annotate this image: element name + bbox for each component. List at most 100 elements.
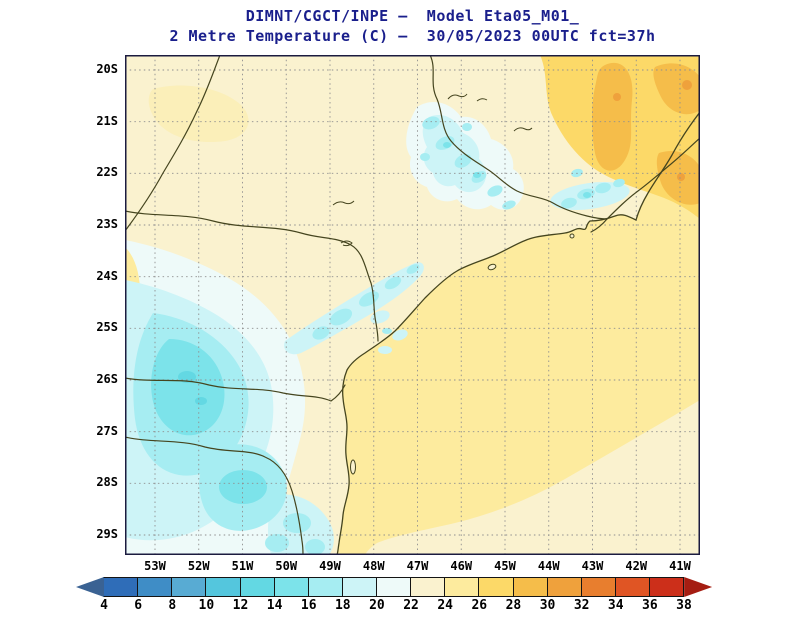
border-mg-sp <box>429 55 608 220</box>
colorbar-segment <box>307 577 343 597</box>
cool-core-14-16 <box>151 339 225 436</box>
sc-cool-core-14-16 <box>219 470 267 504</box>
colorbar-tick-14: 14 <box>266 598 283 613</box>
map-frame <box>125 55 700 555</box>
lon-tick-50W: 50W <box>275 559 298 573</box>
lon-tick-41W: 41W <box>669 559 691 573</box>
colorbar-left-arrow <box>76 577 104 597</box>
ocean-region-24-26 <box>337 112 700 555</box>
colorbar-segment <box>649 577 685 597</box>
temp-speck <box>502 200 516 210</box>
lat-tick-29S: 29S <box>96 526 118 541</box>
colorbar-tick-24: 24 <box>437 598 453 613</box>
colorbar-segment <box>273 577 309 597</box>
lon-tick-42W: 42W <box>625 559 648 573</box>
temp-speck <box>595 182 611 194</box>
colorbar-tick-22: 22 <box>403 598 419 613</box>
lat-tick-20S: 20S <box>96 62 118 76</box>
colorbar-segment <box>376 577 412 597</box>
colorbar-segment <box>512 577 548 597</box>
temp-speck <box>422 116 440 130</box>
lon-tick-44W: 44W <box>537 559 560 573</box>
colorbar-tick-10: 10 <box>198 598 215 613</box>
lon-tick-48W: 48W <box>362 559 385 573</box>
lon-tick-47W: 47W <box>406 559 429 573</box>
water-squiggle <box>513 127 533 132</box>
colorbar-segment <box>546 577 582 597</box>
lat-tick-25S: 25S <box>96 320 118 335</box>
colorbar-segment <box>239 577 275 597</box>
island-ilhabela <box>487 263 497 271</box>
temp-speck <box>378 346 392 354</box>
colorbar-tick-30: 30 <box>539 598 556 613</box>
lon-tick-53W: 53W <box>144 559 166 573</box>
lat-tick-24S: 24S <box>96 268 118 283</box>
temp-blob <box>283 513 311 533</box>
border-sp-pr <box>125 210 379 342</box>
chart-title-line2: 2 Metre Temperature (C) – 30/05/2023 00U… <box>169 27 656 45</box>
water-squiggle <box>476 98 488 102</box>
colorbar-segment <box>171 577 207 597</box>
lat-tick-21S: 21S <box>96 113 118 128</box>
warm-core-30-32 <box>613 93 621 101</box>
lat-tick-27S: 27S <box>96 423 118 438</box>
colorbar-segment <box>341 577 377 597</box>
colorbar-tick-12: 12 <box>232 598 249 613</box>
temp-blob <box>305 539 325 555</box>
water-squiggle <box>332 200 355 206</box>
colorbar-tick-8: 8 <box>168 598 177 613</box>
cool-core-12-14 <box>195 397 207 405</box>
colorbar-tick-6: 6 <box>134 598 143 613</box>
lat-tick-23S: 23S <box>96 216 118 231</box>
temp-speck <box>583 192 591 198</box>
lon-tick-45W: 45W <box>494 559 516 573</box>
island-florianopolis <box>350 459 356 475</box>
border-mg-rj <box>606 137 700 220</box>
mantiqueira-mid-cloud <box>422 114 487 193</box>
temp-speck <box>406 264 420 274</box>
temp-speck <box>443 142 451 148</box>
colorbar-tick-32: 32 <box>573 598 590 613</box>
colorbar-tick-18: 18 <box>334 598 351 613</box>
temperature-map <box>125 55 700 555</box>
lon-tick-43W: 43W <box>581 559 604 573</box>
lat-tick-26S: 26S <box>96 371 118 386</box>
colorbar-segment <box>614 577 650 597</box>
border-pr-sc <box>125 377 346 402</box>
coastline <box>336 111 700 555</box>
colorbar <box>76 577 713 597</box>
lon-tick-52W: 52W <box>187 559 210 573</box>
lat-tick-22S: 22S <box>96 165 118 180</box>
colorbar-tick-36: 36 <box>642 598 658 613</box>
warm-core-30-32 <box>682 80 692 90</box>
colorbar-segment <box>580 577 616 597</box>
lon-tick-46W: 46W <box>450 559 473 573</box>
temp-speck <box>382 328 392 334</box>
colorbar-segment <box>444 577 480 597</box>
temp-speck <box>392 329 408 341</box>
temp-speck <box>561 197 577 209</box>
colorbar-tick-20: 20 <box>369 598 385 613</box>
lat-tick-28S: 28S <box>96 475 118 490</box>
colorbar-segment <box>103 577 139 597</box>
colorbar-segment <box>137 577 173 597</box>
temp-speck <box>613 178 625 188</box>
ocean-se-22-24 <box>365 400 700 555</box>
colorbar-tick-26: 26 <box>471 598 488 613</box>
lon-tick-51W: 51W <box>231 559 254 573</box>
temp-blob <box>265 534 289 552</box>
state-borders <box>125 55 700 555</box>
grid-lines <box>125 55 700 555</box>
temp-blob <box>148 85 249 143</box>
temp-speck <box>384 276 402 290</box>
border-ms-sp <box>125 55 221 232</box>
water-squiggle <box>447 93 468 100</box>
temp-speck <box>420 153 430 161</box>
water-squiggle <box>340 240 353 247</box>
colorbar-segment <box>478 577 514 597</box>
temp-speck <box>329 308 353 326</box>
warm-blob-28-30 <box>653 63 700 115</box>
border-sp-rj <box>590 218 608 233</box>
temp-speck <box>312 326 330 340</box>
temperature-field <box>125 55 700 555</box>
